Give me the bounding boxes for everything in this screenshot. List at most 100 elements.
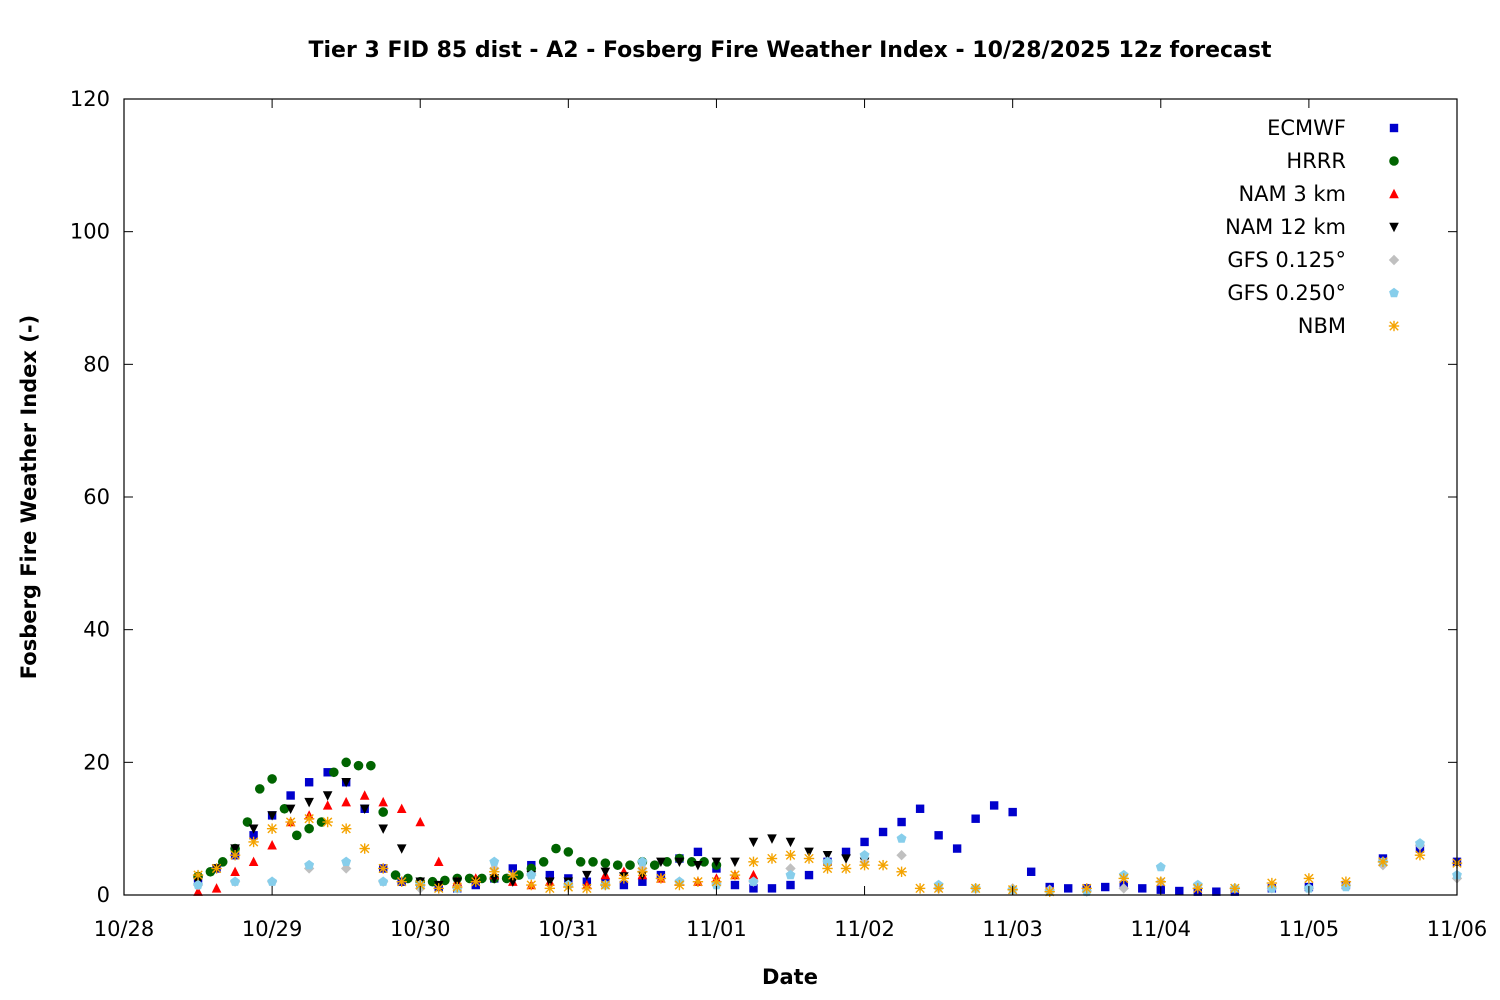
data-point-gfs-0-250 (378, 876, 389, 886)
data-point-nbm (785, 850, 796, 861)
legend-marker-nbm (1388, 320, 1400, 332)
data-point-ecmwf (1101, 882, 1110, 892)
data-point-gfs-0-250 (785, 869, 796, 880)
data-point-hrrr (353, 760, 364, 771)
data-point-nbm (340, 823, 352, 834)
data-point-nbm (914, 883, 926, 894)
data-point-gfs-0-250 (341, 856, 352, 866)
data-point-ecmwf (286, 791, 295, 800)
data-point-nbm (618, 873, 630, 884)
data-point-nam-12-km (322, 791, 333, 801)
data-point-hrrr (514, 870, 524, 880)
data-point-gfs-0-250 (822, 856, 833, 866)
data-point-ecmwf (619, 880, 629, 890)
data-point-ecmwf (730, 880, 740, 890)
x-tick-label: 11/01 (686, 917, 747, 941)
data-point-nam-12-km (711, 857, 722, 868)
data-point-hrrr (699, 857, 709, 867)
data-point-gfs-0-250 (304, 859, 315, 870)
y-tick-label: 120 (70, 87, 110, 111)
data-point-hrrr (501, 873, 512, 884)
data-point-nam-12-km (396, 844, 407, 854)
data-point-hrrr (316, 817, 327, 827)
data-point-hrrr (612, 860, 623, 870)
data-point-gfs-0-250 (526, 869, 537, 880)
data-point-gfs-0-250 (859, 850, 870, 860)
data-point-hrrr (625, 860, 635, 870)
data-point-nam-12-km (378, 824, 388, 834)
data-point-nam-3-km (341, 796, 351, 807)
data-point-nam-12-km (693, 860, 703, 871)
data-point-gfs-0-250 (489, 856, 500, 866)
data-point-nbm (1081, 883, 1092, 894)
legend-label-gfs-0-250: GFS 0.250° (1227, 281, 1346, 305)
legend-marker-gfs-0-250 (1389, 287, 1399, 298)
data-point-nam-12-km (582, 870, 592, 881)
data-point-hrrr (267, 774, 277, 784)
data-point-nam-3-km (267, 840, 277, 850)
data-point-nam-12-km (230, 844, 240, 854)
x-tick-label: 11/06 (1427, 917, 1488, 941)
y-tick-label: 40 (83, 618, 110, 642)
data-point-nam-12-km (285, 804, 296, 814)
data-point-nam-3-km (433, 856, 444, 867)
data-point-ecmwf (1008, 807, 1017, 817)
data-point-nam-3-km (748, 869, 759, 880)
data-point-nbm (526, 879, 537, 891)
data-point-ecmwf (1175, 886, 1184, 896)
data-point-nam-12-km (359, 804, 370, 814)
data-point-ecmwf (989, 801, 999, 810)
x-tick-label: 11/04 (1131, 917, 1192, 941)
legend: ECMWF HRRR NAM 3 km NAM 12 km GFS 0.125° GFS … (1225, 116, 1400, 338)
data-point-gfs-0-125 (785, 863, 796, 874)
data-point-nbm (1229, 883, 1241, 894)
series-hrrr (193, 757, 722, 887)
data-point-ecmwf (1212, 887, 1221, 896)
data-point-ecmwf (1064, 884, 1073, 893)
data-point-nbm (322, 816, 333, 828)
legend-label-nam-3-km: NAM 3 km (1238, 182, 1346, 206)
data-point-gfs-0-250 (230, 876, 240, 886)
data-point-nbm (1118, 873, 1129, 884)
data-point-gfs-0-250 (1415, 838, 1425, 848)
data-point-nbm (637, 866, 648, 877)
data-point-hrrr (588, 857, 598, 867)
data-point-ecmwf (508, 864, 517, 873)
data-point-nbm (229, 850, 241, 861)
data-point-hrrr (686, 857, 697, 867)
data-point-ecmwf (786, 880, 795, 890)
data-point-nam-3-km (415, 816, 426, 827)
data-point-ecmwf (804, 870, 814, 880)
x-tick-label: 11/02 (834, 917, 895, 941)
data-point-nbm (711, 876, 722, 887)
data-point-hrrr (403, 873, 413, 884)
y-tick-label: 60 (83, 485, 110, 509)
data-point-gfs-0-250 (267, 876, 278, 886)
data-point-hrrr (563, 847, 574, 857)
data-point-ecmwf (897, 817, 906, 827)
y-tick-label: 80 (83, 352, 110, 376)
data-point-hrrr (242, 817, 253, 827)
data-point-hrrr (329, 767, 339, 778)
y-tick-label: 20 (83, 750, 110, 774)
data-point-nam-12-km (267, 811, 277, 821)
data-point-nbm (729, 869, 741, 881)
data-point-nbm (285, 816, 296, 828)
data-point-ecmwf (878, 827, 888, 837)
data-point-gfs-0-250 (896, 833, 907, 843)
axis-ticks: 10/28 10/29 10/30 10/31 11/01 11/02 11/03 11/04… (70, 87, 1487, 941)
data-point-nam-12-km (304, 797, 314, 808)
data-point-nbm (877, 859, 889, 871)
data-point-gfs-0-125 (896, 850, 907, 861)
data-point-nam-12-km (341, 778, 351, 788)
data-point-hrrr (291, 830, 302, 841)
data-point-ecmwf (841, 847, 851, 857)
data-point-nam-3-km (359, 790, 370, 800)
data-point-ecmwf (323, 768, 332, 777)
data-point-nbm (544, 883, 556, 894)
data-point-ecmwf (915, 804, 925, 813)
legend-marker-nam-3-km (1389, 188, 1399, 199)
data-point-nbm (859, 859, 870, 871)
